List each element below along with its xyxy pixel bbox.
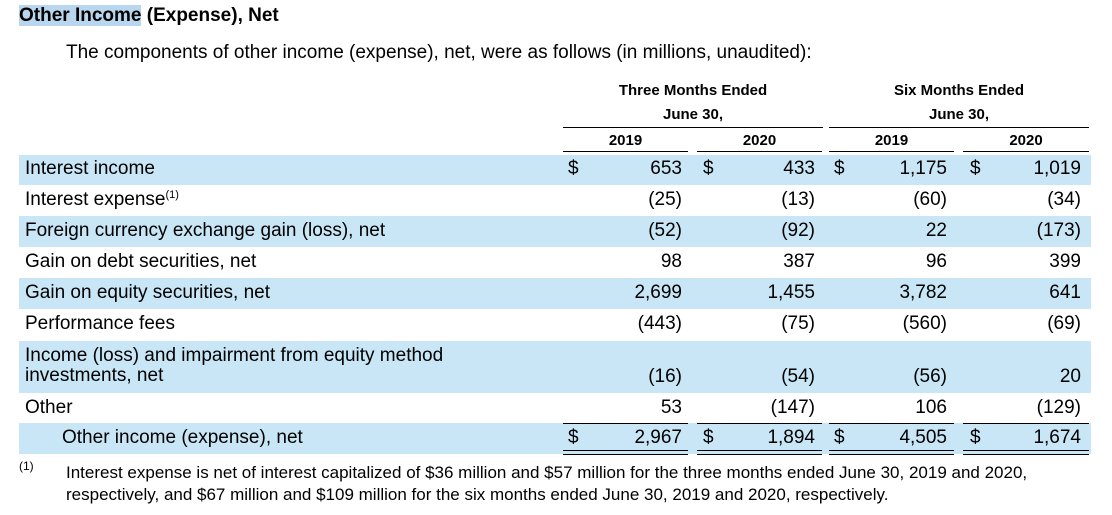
footnote-ref: (1) <box>165 189 179 201</box>
cell-value: 2,699 <box>634 282 682 303</box>
subtotal-rule <box>963 423 1089 424</box>
table-row: Foreign currency exchange gain (loss), n… <box>19 216 1091 247</box>
cell-value: (69) <box>1047 313 1081 334</box>
footnote-marker: (1) <box>19 459 34 473</box>
header-three-months-line2: June 30, <box>563 106 823 128</box>
cell-value: 641 <box>1049 282 1081 303</box>
cell-value: 22 <box>925 220 947 241</box>
cell-value: (75) <box>781 313 815 334</box>
currency-symbol: $ <box>568 158 579 179</box>
cell-value: (13) <box>781 189 815 210</box>
cell-value: (52) <box>648 220 682 241</box>
row-label: Income (loss) and impairment from equity… <box>25 346 443 386</box>
row-label-line2: investments, net <box>25 365 164 386</box>
footnote-text: Interest expense is net of interest capi… <box>66 463 1028 504</box>
year-header: 2019 <box>563 132 688 152</box>
cell-value: 2,967 <box>634 427 682 448</box>
table-row: Income (loss) and impairment from equity… <box>19 341 1091 393</box>
row-label: Interest income <box>25 158 155 179</box>
header-three-months-line1: Three Months Ended <box>618 82 768 99</box>
row-label: Other income (expense), net <box>62 427 303 448</box>
title-rest: (Expense), Net <box>141 5 279 26</box>
row-label: Interest expense(1) <box>25 189 179 211</box>
cell-value: (16) <box>648 366 682 387</box>
row-label: Foreign currency exchange gain (loss), n… <box>25 220 386 241</box>
cell-value: 1,175 <box>899 158 947 179</box>
header-six-months-line2: June 30, <box>829 106 1089 128</box>
table-row: Interest income $ 653 $ 433 $ 1,175 $ 1,… <box>19 155 1091 185</box>
row-label: Gain on debt securities, net <box>25 251 257 272</box>
currency-symbol: $ <box>970 158 981 179</box>
cell-value: 1,894 <box>767 427 815 448</box>
total-double-rule <box>963 450 1089 455</box>
table-row: Gain on debt securities, net 98 387 96 3… <box>19 247 1091 278</box>
table-row: Performance fees (443) (75) (560) (69) <box>19 309 1091 341</box>
table-row: Other 53 (147) 106 (129) <box>19 393 1091 423</box>
year-header: 2020 <box>697 132 822 152</box>
cell-value: 20 <box>1059 366 1081 387</box>
section-title: Other Income (Expense), Net <box>19 5 279 27</box>
title-highlighted: Other Income <box>19 5 142 26</box>
cell-value: 387 <box>783 251 815 272</box>
header-six-months-line1: Six Months Ended <box>893 82 1024 99</box>
row-label-line1: Income (loss) and impairment from equity… <box>25 345 444 366</box>
total-double-rule <box>563 450 688 455</box>
table-row: Gain on equity securities, net 2,699 1,4… <box>19 278 1091 309</box>
year-header: 2020 <box>963 132 1089 152</box>
cell-value: 433 <box>783 158 815 179</box>
cell-value: (56) <box>913 366 947 387</box>
cell-value: (54) <box>781 366 815 387</box>
cell-value: 53 <box>660 397 682 418</box>
cell-value: 399 <box>1049 251 1081 272</box>
cell-value: 3,782 <box>899 282 947 303</box>
cell-value: (60) <box>913 189 947 210</box>
row-label-text: Interest expense <box>25 189 166 210</box>
cell-value: 1,674 <box>1033 427 1081 448</box>
cell-value: (129) <box>1036 397 1081 418</box>
currency-symbol: $ <box>568 427 579 448</box>
cell-value: (443) <box>637 313 682 334</box>
cell-value: 106 <box>915 397 947 418</box>
row-label: Gain on equity securities, net <box>25 282 271 303</box>
year-header: 2019 <box>829 132 954 152</box>
currency-symbol: $ <box>970 427 981 448</box>
row-label: Other <box>25 397 73 418</box>
currency-symbol: $ <box>834 427 845 448</box>
subtotal-rule <box>829 423 954 424</box>
cell-value: (34) <box>1047 189 1081 210</box>
cell-value: (92) <box>781 220 815 241</box>
table-row-total: Other income (expense), net $ 2,967 $ 1,… <box>19 423 1091 454</box>
subtotal-rule <box>563 423 688 424</box>
cell-value: 96 <box>925 251 947 272</box>
cell-value: 653 <box>650 158 682 179</box>
total-double-rule <box>829 450 954 455</box>
table-row: Interest expense(1) (25) (13) (60) (34) <box>19 185 1091 216</box>
subtotal-rule <box>697 423 822 424</box>
cell-value: (173) <box>1036 220 1081 241</box>
cell-value: (147) <box>770 397 815 418</box>
currency-symbol: $ <box>703 427 714 448</box>
cell-value: (560) <box>902 313 947 334</box>
cell-value: (25) <box>648 189 682 210</box>
currency-symbol: $ <box>834 158 845 179</box>
cell-value: 98 <box>660 251 682 272</box>
total-double-rule <box>697 450 822 455</box>
intro-text: The components of other income (expense)… <box>66 42 812 63</box>
cell-value: 1,019 <box>1033 158 1081 179</box>
cell-value: 4,505 <box>899 427 947 448</box>
row-label: Performance fees <box>25 313 175 334</box>
currency-symbol: $ <box>703 158 714 179</box>
cell-value: 1,455 <box>767 282 815 303</box>
